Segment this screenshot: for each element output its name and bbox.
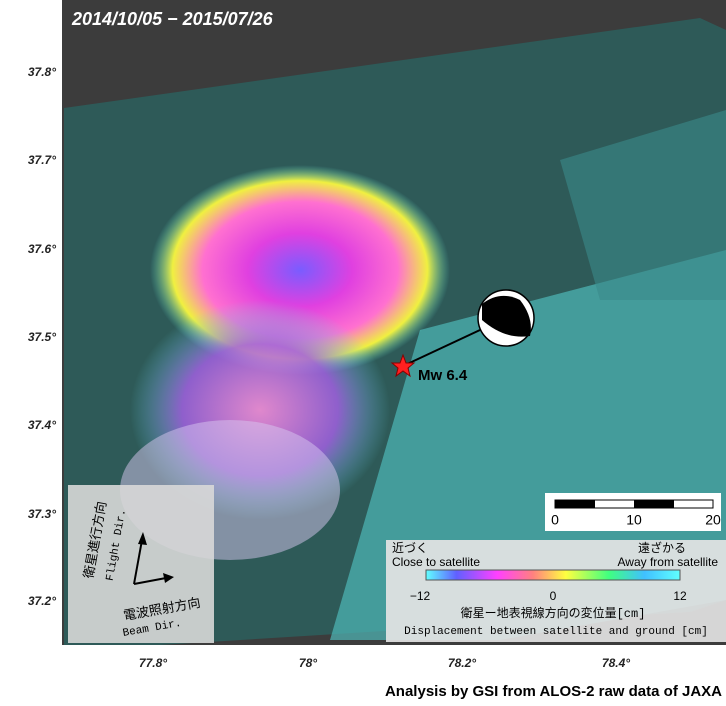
credit: Analysis by GSI from ALOS-2 raw data of … <box>385 683 722 700</box>
lat-label: 37.5° <box>28 330 56 344</box>
colorbar <box>426 570 680 580</box>
legend-caption-ja: 衛星ー地表視線方向の変位量[cm] <box>461 605 646 621</box>
scale-segment <box>555 500 595 508</box>
colorbar-tick: 12 <box>673 589 687 603</box>
lat-ticks: 37.8° 37.7° 37.6° 37.5° 37.4° 37.3° 37.2… <box>28 65 56 608</box>
lon-label: 78.4° <box>602 656 630 670</box>
lat-label: 37.7° <box>28 153 56 167</box>
legend-away-en: Away from satellite <box>618 555 719 569</box>
lat-label: 37.6° <box>28 242 56 256</box>
map-figure: 2014/10/05 − 2015/07/26 37.8° 37.7° 37.6… <box>0 0 726 706</box>
epicenter-label: Mw 6.4 <box>418 367 468 384</box>
lat-label: 37.4° <box>28 418 56 432</box>
focal-mechanism <box>478 290 534 346</box>
lat-label: 37.8° <box>28 65 56 79</box>
lat-label: 37.3° <box>28 507 56 521</box>
legend-caption-en: Displacement between satellite and groun… <box>404 626 708 638</box>
scale-label: 10 <box>626 512 642 528</box>
scale-label: 0 <box>551 512 559 528</box>
lat-label: 37.2° <box>28 594 56 608</box>
scale-bar: 0 10 20 <box>545 493 721 531</box>
lon-label: 78.2° <box>448 656 476 670</box>
color-legend: 近づく Close to satellite 遠ざかる Away from sa… <box>386 540 726 642</box>
legend-close-ja: 近づく <box>392 541 428 555</box>
lon-ticks: 77.8° 78° 78.2° 78.4° <box>139 656 630 670</box>
direction-box: 衛星進行方向 Flight Dir. 電波照射方向 Beam Dir. <box>68 485 214 643</box>
colorbar-tick: −12 <box>410 589 431 603</box>
legend-close-en: Close to satellite <box>392 555 480 569</box>
colorbar-tick: 0 <box>550 589 557 603</box>
scale-label: 20 <box>705 512 721 528</box>
scale-segment <box>634 500 674 508</box>
legend-away-ja: 遠ざかる <box>638 540 686 555</box>
lon-label: 78° <box>299 656 317 670</box>
title: 2014/10/05 − 2015/07/26 <box>71 9 274 29</box>
lon-label: 77.8° <box>139 656 167 670</box>
